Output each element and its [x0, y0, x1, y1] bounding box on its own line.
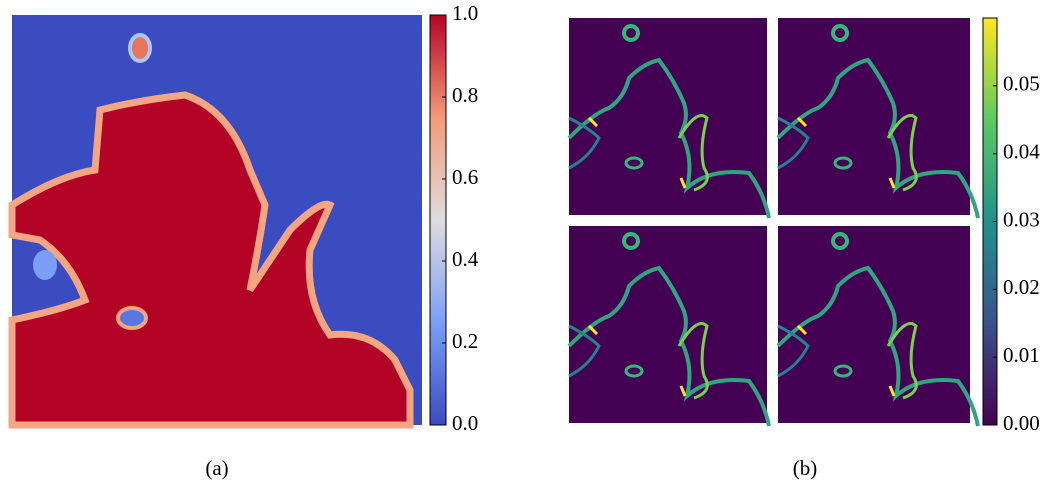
- colorbar-tick-label: 0.0: [452, 411, 478, 435]
- colorbar-tick-label: 0.02: [1003, 275, 1040, 299]
- colorbar-tick-label: 0.4: [452, 247, 479, 271]
- colorbar-tick-label: 1.0: [452, 1, 478, 25]
- colorbar-tick-label: 0.04: [1003, 139, 1040, 163]
- caption: (b): [793, 456, 818, 480]
- figure: 0.0 0.2 0.4 0.6 0.8 1.0 (a) 0.00 0.01 0.02 0.03 0.0…: [0, 0, 1063, 490]
- colorbar-tick-label: 0.6: [452, 165, 478, 189]
- colorbar-tick-label: 0.05: [1003, 72, 1040, 96]
- heatmap-b: [569, 18, 978, 426]
- heatmap-a: [12, 15, 422, 425]
- colorbar-a: [430, 15, 446, 425]
- caption: (a): [205, 456, 228, 480]
- colorbar-tick-label: 0.8: [452, 83, 478, 107]
- colorbar-tick-label: 0.2: [452, 329, 478, 353]
- colorbar-tick-label: 0.01: [1003, 343, 1040, 367]
- colorbar-tick-label: 0.03: [1003, 207, 1040, 231]
- colorbar-tick-label: 0.00: [1003, 411, 1040, 435]
